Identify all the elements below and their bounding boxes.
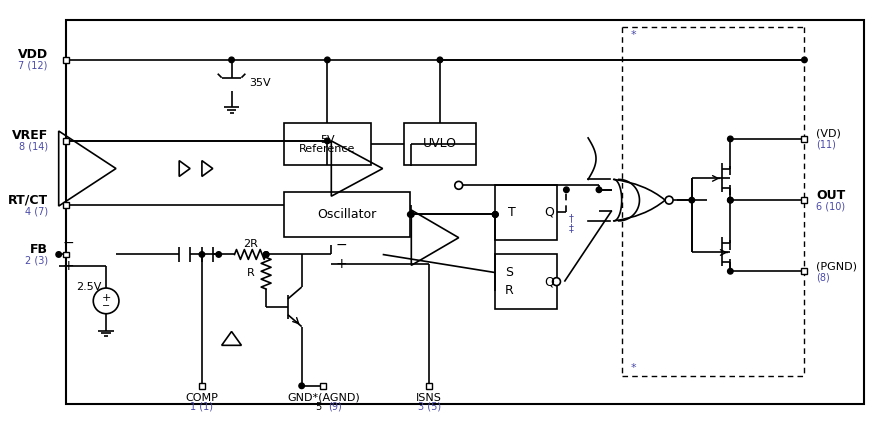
Text: RT/CT: RT/CT [8,194,48,207]
Circle shape [299,383,305,389]
Bar [284,123,371,165]
Bar [496,255,557,309]
Text: Q: Q [544,275,555,288]
Circle shape [552,277,560,286]
Text: 2.5V: 2.5V [76,282,101,292]
Text: COMP: COMP [186,393,219,403]
Bar [801,268,807,274]
Circle shape [229,57,234,63]
Text: (11): (11) [816,140,836,150]
Bar [321,383,327,389]
Circle shape [597,187,602,192]
Bar [801,197,807,203]
Circle shape [492,212,498,217]
Circle shape [727,269,733,274]
Circle shape [408,212,414,217]
Text: 5: 5 [315,401,321,412]
Text: 5V: 5V [320,135,334,145]
Circle shape [455,181,463,189]
Bar [199,383,205,389]
Text: *: * [631,363,637,373]
Circle shape [492,212,498,217]
Text: OUT: OUT [816,189,846,202]
Circle shape [727,198,733,203]
Text: ‡: ‡ [569,223,574,233]
Text: S: S [505,266,513,279]
Circle shape [689,198,694,203]
Text: 3 (5): 3 (5) [417,401,441,412]
Text: −: − [102,301,110,311]
Circle shape [263,252,269,257]
Text: R: R [246,268,254,278]
Text: 2 (3): 2 (3) [24,255,48,265]
Circle shape [325,138,330,144]
Text: 1 (1): 1 (1) [191,401,213,412]
Text: R: R [505,284,514,297]
Text: GND*(AGND): GND*(AGND) [287,393,360,403]
Text: VREF: VREF [11,129,48,143]
Text: (PGND): (PGND) [816,261,857,271]
Text: ISNS: ISNS [416,393,442,403]
Text: Reference: Reference [299,144,355,154]
Circle shape [199,252,205,257]
Circle shape [492,212,498,217]
Text: †: † [569,214,574,223]
Text: +: + [335,257,347,271]
Circle shape [263,252,269,257]
Text: +: + [101,293,111,303]
Text: 4 (7): 4 (7) [24,206,48,216]
Bar [404,123,476,165]
Text: *: * [631,30,637,40]
Bar [496,185,557,240]
Circle shape [408,212,413,217]
Bar [63,202,69,208]
Text: 7 (12): 7 (12) [18,61,48,71]
Circle shape [727,198,733,203]
Text: (VD): (VD) [816,129,841,139]
Text: FB: FB [30,243,48,256]
Text: Q: Q [544,206,555,219]
Circle shape [665,196,673,204]
Bar [63,57,69,63]
Text: 2R: 2R [243,239,258,249]
Text: VDD: VDD [17,49,48,61]
Circle shape [727,136,733,142]
Text: 35V: 35V [249,77,271,88]
Bar [63,138,69,144]
Circle shape [325,57,330,63]
Circle shape [564,187,569,192]
Circle shape [56,252,62,257]
Text: 8 (14): 8 (14) [18,142,48,152]
Circle shape [801,57,807,63]
Text: (9): (9) [328,401,342,412]
Text: T: T [508,206,516,219]
Text: UVLO: UVLO [423,137,457,150]
Text: (8): (8) [816,272,830,282]
Bar [284,192,410,237]
Text: −: − [335,238,347,252]
Bar [63,252,69,258]
Text: Oscillator: Oscillator [318,208,377,221]
Text: 6 (10): 6 (10) [816,201,846,211]
Text: −: − [63,236,74,250]
Circle shape [437,57,442,63]
Circle shape [216,252,221,257]
Circle shape [93,288,119,314]
Bar [801,136,807,142]
Bar [426,383,432,389]
Text: +: + [63,259,74,273]
